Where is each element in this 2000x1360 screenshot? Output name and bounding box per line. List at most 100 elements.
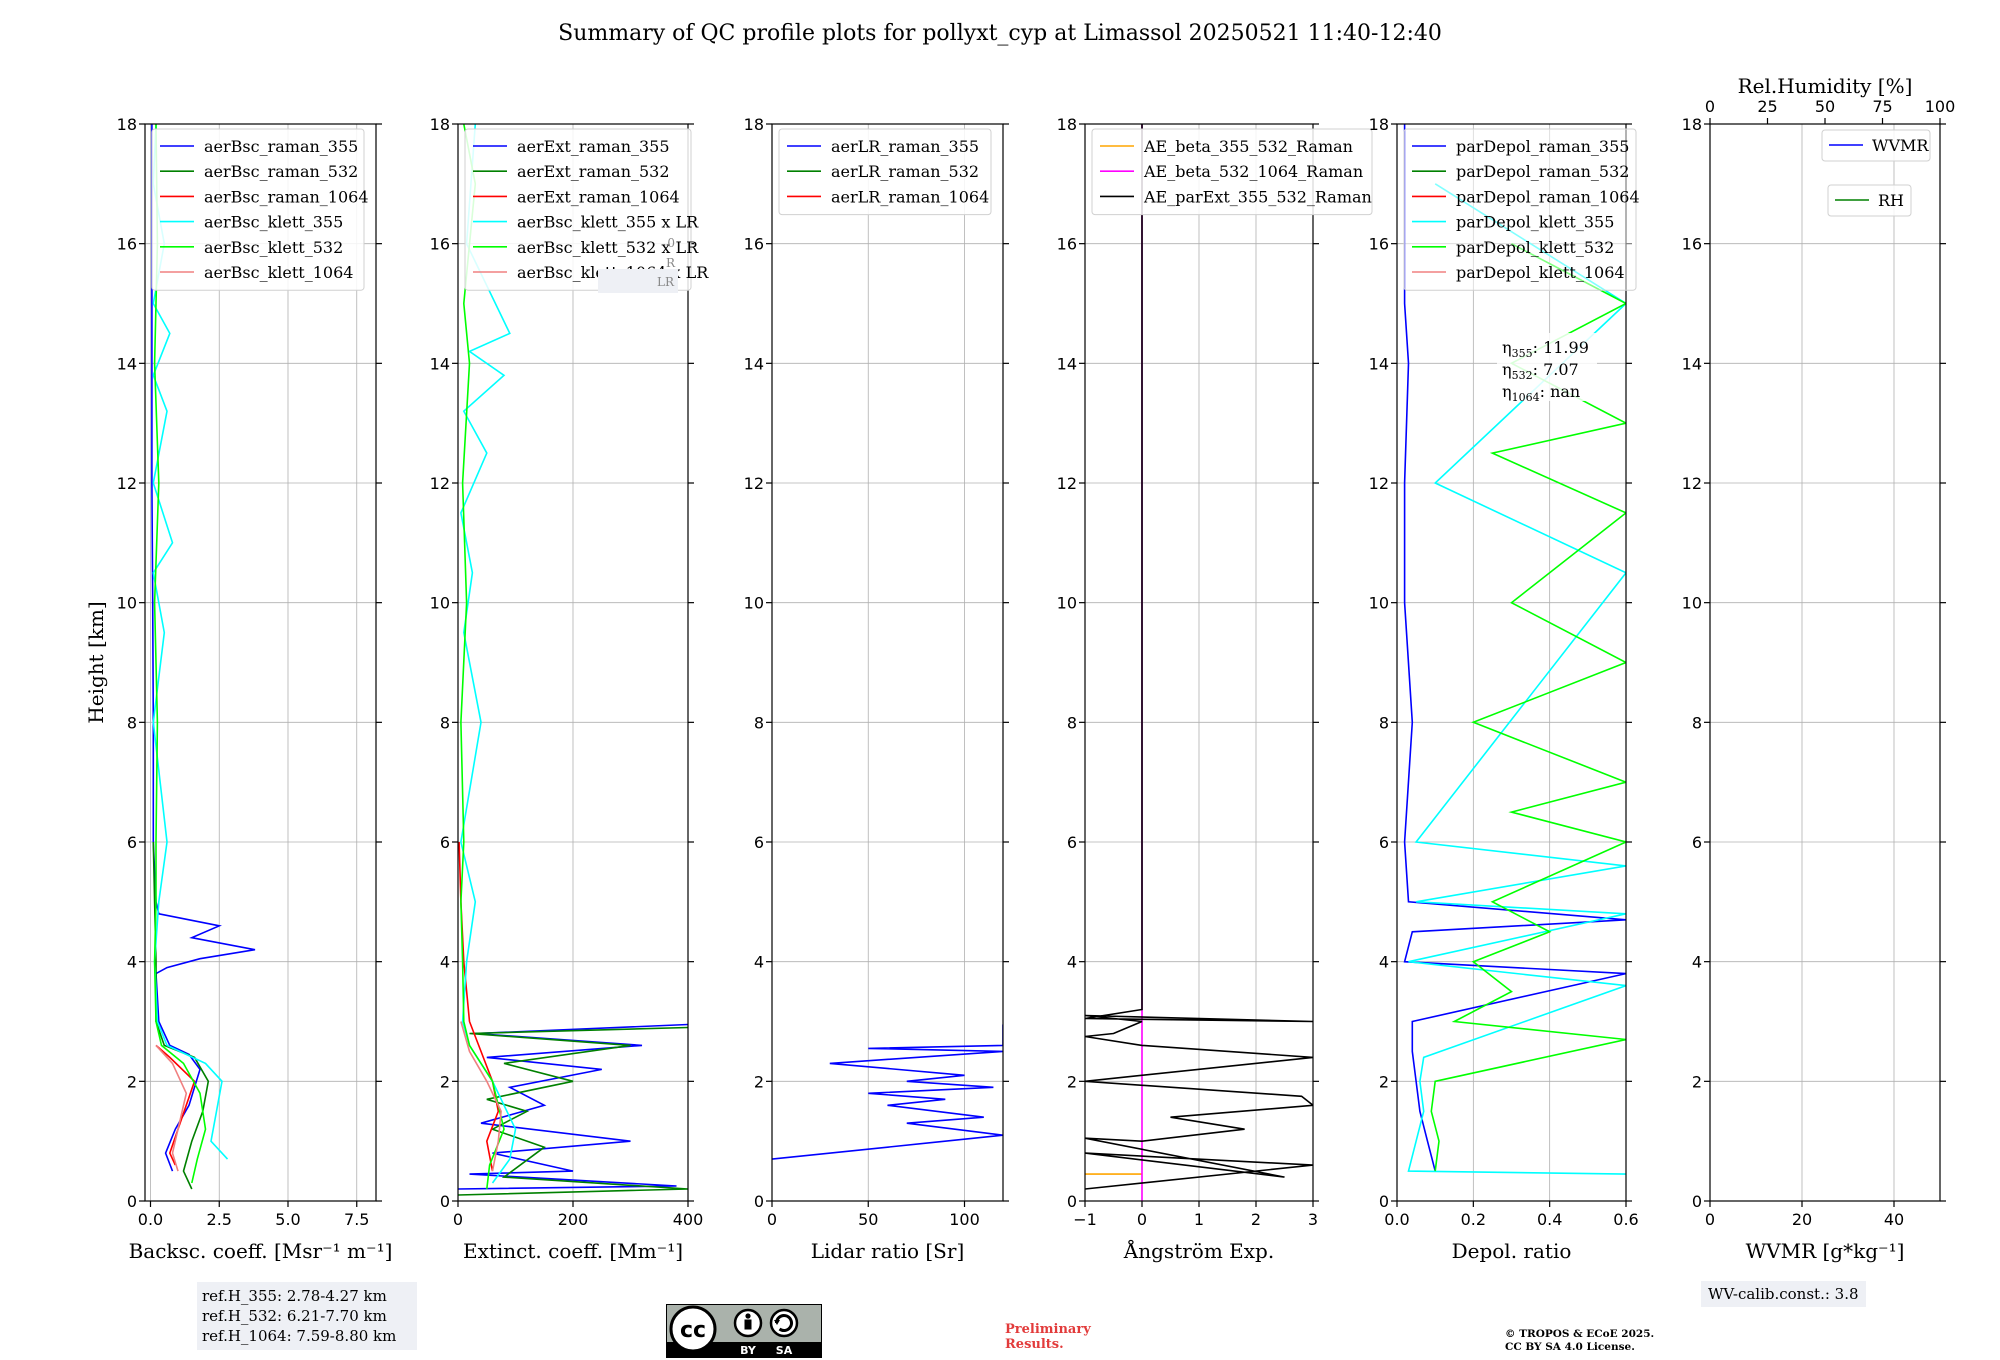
legend-label: parDepol_raman_532 (1456, 162, 1629, 181)
legend: aerLR_raman_355 aerLR_raman_532 aerLR_rama… (778, 128, 992, 216)
x-tick-label: 2 (1251, 1210, 1261, 1229)
y-tick-label: 12 (744, 474, 764, 493)
legend-label: AE_beta_355_532_Raman (1143, 137, 1353, 156)
legend-box (1091, 128, 1373, 216)
x-axis-label: WVMR [g*kg⁻¹] (1746, 1239, 1905, 1263)
series-group (772, 1024, 1003, 1160)
legend-box (1827, 184, 1912, 217)
x2-axis-label: Rel.Humidity [%] (1738, 74, 1913, 98)
legend-label: aerBsc_raman_1064 (204, 187, 369, 206)
legend-label: RH (1878, 191, 1904, 210)
y-tick-label: 8 (440, 713, 450, 732)
y-tick-label: 4 (754, 953, 764, 972)
y-tick-label: 6 (1379, 833, 1389, 852)
y-tick-label: 10 (430, 594, 450, 613)
legend-label: aerBsc_klett_355 x LR (517, 213, 699, 232)
series-line-aerLR_raman_355 (772, 1024, 1003, 1160)
legend-box (464, 128, 692, 291)
series-group (1403, 124, 1626, 1175)
svg-text:cc: cc (680, 1318, 706, 1343)
y-tick-label: 0 (754, 1192, 764, 1211)
y-tick-label: 14 (430, 354, 450, 373)
legend-label: aerBsc_raman_532 (204, 162, 358, 181)
series-line-aerBsc_klett_1064 x LR (460, 1021, 502, 1172)
y-tick-label: 18 (1369, 115, 1389, 134)
x-axis-label: Lidar ratio [Sr] (811, 1239, 965, 1263)
y-tick-label: 18 (744, 115, 764, 134)
y-tick-label: 6 (754, 833, 764, 852)
series-line-aerBsc_raman_1064 (155, 1044, 196, 1166)
axes-frame (1396, 123, 1627, 1202)
y-tick-label: 10 (744, 594, 764, 613)
y-tick-label: 0 (1067, 1192, 1077, 1211)
series-line-aerExt_raman_532 (458, 1026, 688, 1196)
preliminary-line-2: Results. (1005, 1337, 1064, 1352)
ref-height-532: ref.H_532: 6.21-7.70 km (202, 1307, 387, 1325)
series-line-aerBsc_raman_355 (151, 124, 256, 1172)
hidden-label-fragment: R (666, 256, 676, 270)
y-tick-label: 16 (1369, 235, 1389, 254)
legend-label: aerExt_raman_532 (517, 162, 670, 181)
x-tick-label: 100 (949, 1210, 980, 1229)
x-tick-label: 5.0 (275, 1210, 300, 1229)
y-tick-label: 2 (440, 1072, 450, 1091)
legend-box (151, 128, 365, 291)
wv-calibration-box: WV-calib.const.: 3.8 (1701, 1281, 1866, 1307)
legend-label: AE_parExt_355_532_Raman (1143, 187, 1372, 206)
x-tick-label: 7.5 (344, 1210, 369, 1229)
y-tick-label: 8 (1067, 713, 1077, 732)
eta-annotation-line: η1064: nan (1502, 382, 1580, 404)
copyright-line-1: © TROPOS & ECoE 2025. (1505, 1328, 1655, 1340)
series-line-aerBsc_klett_355 (152, 124, 229, 1160)
y-tick-label: 4 (440, 953, 450, 972)
legend-label: parDepol_klett_1064 (1456, 263, 1625, 282)
legend: parDepol_raman_355 parDepol_raman_532 parD… (1403, 128, 1640, 291)
x-axis-label: Ångström Exp. (1123, 1238, 1274, 1263)
legend-box (778, 128, 992, 216)
panel-depolarization: 0 2 4 6 8 10 12 14 16 18 0.0 0.2 0.4 0.6 Depol. ratio p… (1369, 115, 1640, 1263)
x2-tick-label: 25 (1757, 97, 1777, 116)
legend-label: aerLR_raman_1064 (831, 187, 989, 206)
legend-label: aerBsc_klett_532 x LR (517, 238, 699, 257)
cc-sa-label: SA (776, 1344, 793, 1357)
series-line-aerBsc_klett_1064 (155, 1044, 188, 1172)
x-tick-label: 0 (1705, 1210, 1715, 1229)
y-tick-label: 6 (127, 833, 137, 852)
y-tick-label: 14 (1057, 354, 1077, 373)
series-line-aerExt_raman_1064 (458, 841, 500, 1172)
legend-label: parDepol_klett_532 (1456, 238, 1614, 257)
series-group (458, 124, 688, 1196)
eta-annotation-line: η355: 11.99 (1502, 338, 1589, 360)
hidden-label-fragment: 0 (667, 236, 675, 250)
axes-frame (144, 123, 377, 1202)
legend-label: parDepol_klett_355 (1456, 213, 1614, 232)
legend-box (1403, 128, 1637, 291)
y-tick-label: 18 (117, 115, 137, 134)
legend-label: aerBsc_klett_532 (204, 238, 343, 257)
x-tick-label: 50 (858, 1210, 878, 1229)
copyright-note: © TROPOS & ECoE 2025. CC BY SA 4.0 Licen… (1505, 1328, 1654, 1354)
eta-annotation-line: η532: 7.07 (1502, 360, 1579, 382)
ref-height-355: ref.H_355: 2.78-4.27 km (202, 1287, 387, 1305)
y-tick-label: 18 (1682, 115, 1702, 134)
legend-box (1821, 129, 1931, 162)
legend-label: aerExt_raman_355 (517, 137, 670, 156)
x-tick-label: 200 (558, 1210, 589, 1229)
y-tick-label: 10 (1057, 594, 1077, 613)
y-tick-label: 0 (127, 1192, 137, 1211)
hidden-label-fragment: LR (657, 275, 675, 289)
y-tick-label: 2 (1067, 1072, 1077, 1091)
y-tick-label: 14 (744, 354, 764, 373)
y-tick-label: 2 (1379, 1072, 1389, 1091)
reference-height-box: ref.H_355: 2.78-4.27 km ref.H_532: 6.21-… (197, 1282, 417, 1350)
x-axis-label: Backsc. coeff. [Msr⁻¹ m⁻¹] (129, 1239, 393, 1263)
figure-title: Summary of QC profile plots for pollyxt_… (558, 21, 1442, 46)
series-line-parDepol_klett_355 (1407, 183, 1626, 1175)
y-tick-label: 16 (430, 235, 450, 254)
y-tick-label: 0 (1692, 1192, 1702, 1211)
hidden-label-box (598, 269, 678, 293)
cc-by-sa-icon: cc BY SA (666, 1304, 822, 1358)
y-tick-label: 12 (117, 474, 137, 493)
